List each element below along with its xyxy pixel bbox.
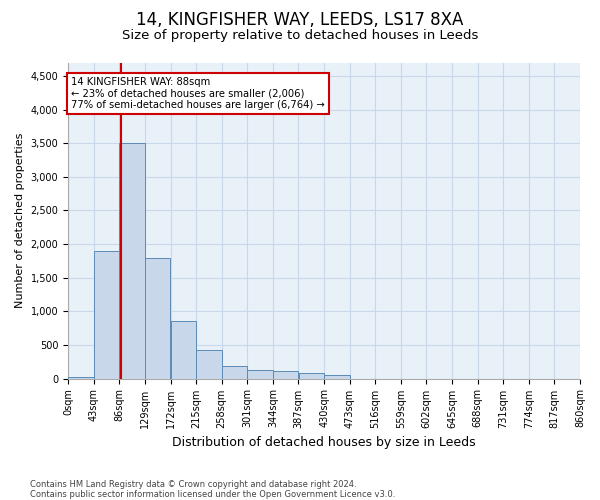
Bar	[196, 350, 221, 378]
Bar	[299, 372, 324, 378]
Bar	[273, 371, 298, 378]
Bar	[145, 258, 170, 378]
Text: Contains HM Land Registry data © Crown copyright and database right 2024.
Contai: Contains HM Land Registry data © Crown c…	[30, 480, 395, 499]
Bar	[324, 374, 350, 378]
Bar	[170, 322, 196, 378]
Bar	[94, 251, 119, 378]
Bar	[119, 143, 145, 378]
Bar	[222, 366, 247, 378]
Bar	[68, 376, 94, 378]
Text: 14 KINGFISHER WAY: 88sqm
← 23% of detached houses are smaller (2,006)
77% of sem: 14 KINGFISHER WAY: 88sqm ← 23% of detach…	[71, 78, 325, 110]
Text: 14, KINGFISHER WAY, LEEDS, LS17 8XA: 14, KINGFISHER WAY, LEEDS, LS17 8XA	[136, 11, 464, 29]
Y-axis label: Number of detached properties: Number of detached properties	[15, 133, 25, 308]
X-axis label: Distribution of detached houses by size in Leeds: Distribution of detached houses by size …	[172, 436, 476, 449]
Bar	[247, 370, 273, 378]
Text: Size of property relative to detached houses in Leeds: Size of property relative to detached ho…	[122, 29, 478, 42]
